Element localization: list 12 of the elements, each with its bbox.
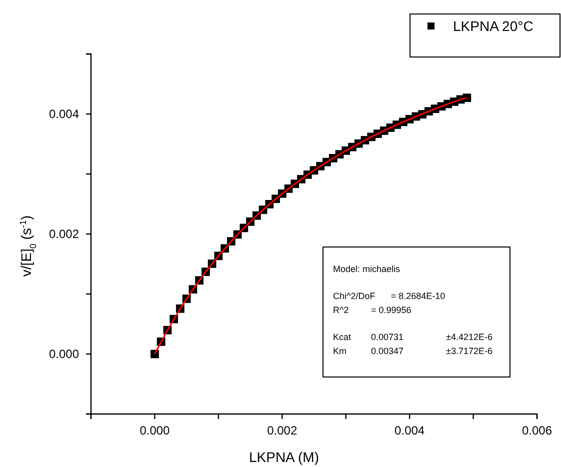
x-axis-title: LKPNA (M) xyxy=(248,449,320,465)
point xyxy=(462,94,472,102)
legend-label: LKPNA 20°C xyxy=(453,18,534,34)
x-tick-label: 0.004 xyxy=(394,424,425,438)
y-tick-label: 0.000 xyxy=(48,346,80,361)
x-tick-label: 0.006 xyxy=(522,424,552,438)
y-tick-label: 0.004 xyxy=(48,106,80,121)
x-tick-label: 0.002 xyxy=(267,424,298,438)
y-tick-label: 0.002 xyxy=(48,226,80,241)
x-tick-label: 0.000 xyxy=(140,424,170,438)
fit-report-box: Model: michaelis Chi^2/DoF = 8.2684E-10 R^2 = 0.99956 Kcat 0.00731 ±4.4212E-6 Km 0.00347 ±3.7172E-6 xyxy=(322,246,510,378)
annotation: Model: michaelis xyxy=(333,264,401,274)
